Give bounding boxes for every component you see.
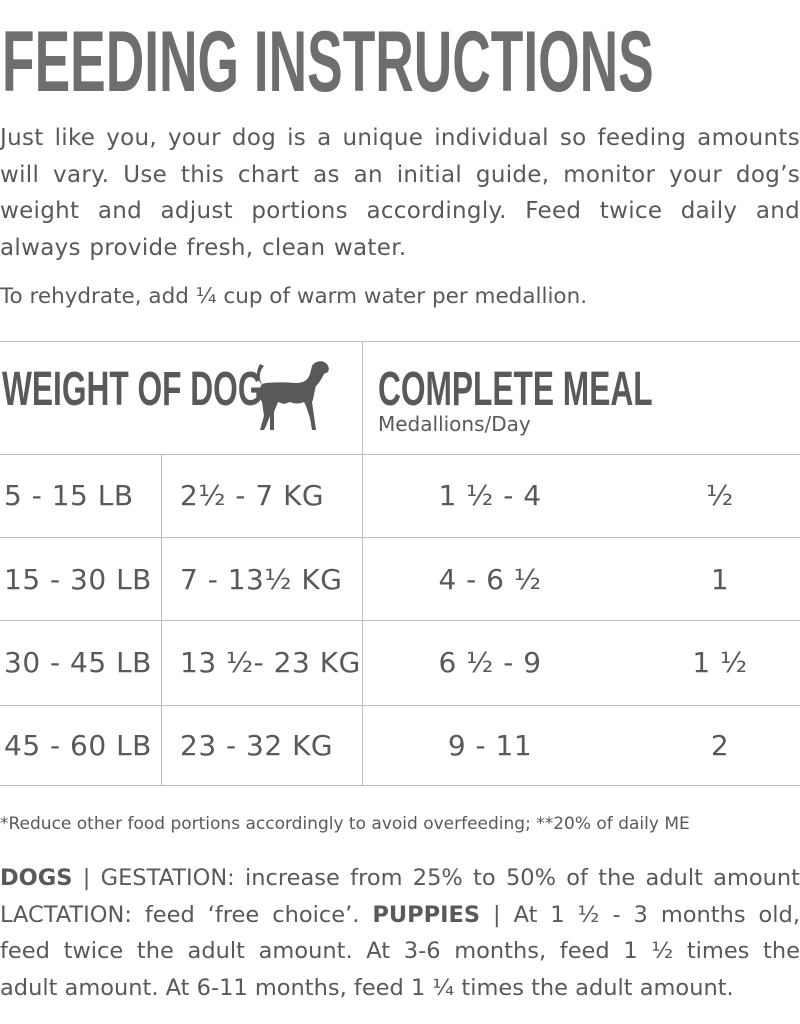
dogs-label: DOGS <box>0 865 73 891</box>
weight-kg-cell: 7 - 13½ KG <box>180 563 343 596</box>
life-stage-line: DOGS | GESTATION: increase from 25% to 5… <box>0 860 800 897</box>
weight-kg-cell: 23 - 32 KG <box>180 729 334 762</box>
table-bottom-rule <box>0 785 800 786</box>
column-divider <box>362 341 363 785</box>
weight-header: WEIGHT OF DOG <box>2 363 263 416</box>
header-bottom-rule <box>0 454 800 455</box>
meal-header: COMPLETE MEAL <box>378 363 653 416</box>
table-row: 5 - 15 LB 2½ - 7 KG 1 ½ - 4 ½ <box>0 476 800 560</box>
weight-lb-cell: 5 - 15 LB <box>4 479 134 512</box>
row-rule <box>0 705 800 706</box>
separator: | <box>72 865 101 891</box>
weight-lb-cell: 45 - 60 LB <box>4 729 152 762</box>
other-cell: 1 ½ <box>692 646 748 679</box>
life-stage-line: adult amount. At 6-11 months, feed 1 ¼ t… <box>0 974 734 1001</box>
separator: | <box>480 901 514 928</box>
table-row: 45 - 60 LB 23 - 32 KG 9 - 11 2 <box>0 726 800 810</box>
weight-lb-cell: 30 - 45 LB <box>4 646 152 679</box>
lactation-text: LACTATION: feed ‘free choice’. <box>0 901 373 928</box>
footnote: *Reduce other food portions accordingly … <box>0 814 690 834</box>
table-row: 15 - 30 LB 7 - 13½ KG 4 - 6 ½ 1 <box>0 560 800 644</box>
other-cell: 1 <box>710 563 730 596</box>
intro-paragraph: Just like you, your dog is a unique indi… <box>0 125 800 261</box>
row-rule <box>0 620 800 621</box>
meal-cell: 9 - 11 <box>447 729 533 762</box>
other-cell: ½ <box>706 479 734 512</box>
life-stage-line: feed twice the adult amount. At 3-6 mont… <box>0 938 800 964</box>
weight-kg-cell: 2½ - 7 KG <box>180 479 325 512</box>
puppies-label: PUPPIES <box>372 901 481 928</box>
meal-cell: 6 ½ - 9 <box>438 646 542 679</box>
weight-kg-cell: 13 ½- 23 KG <box>180 646 361 679</box>
meal-cell: 1 ½ - 4 <box>438 479 542 512</box>
life-stage-line: LACTATION: feed ‘free choice’. PUPPIES |… <box>0 897 800 934</box>
other-cell: 2 <box>710 729 730 762</box>
page-title: FEEDING INSTRUCTIONS <box>2 14 654 110</box>
rehydrate-note: To rehydrate, add ¼ cup of warm water pe… <box>0 284 588 309</box>
dog-silhouette-icon <box>257 361 329 430</box>
life-stage-paragraph: DOGS | GESTATION: increase from 25% to 5… <box>0 860 800 1006</box>
weight-lb-cell: 15 - 30 LB <box>4 563 152 596</box>
column-divider <box>161 454 162 785</box>
row-rule <box>0 537 800 538</box>
table-top-rule <box>0 341 800 342</box>
puppies-text: At 1 ½ - 3 months old, <box>513 901 800 928</box>
table-row: 30 - 45 LB 13 ½- 23 KG 6 ½ - 9 1 ½ <box>0 643 800 727</box>
meal-cell: 4 - 6 ½ <box>438 563 542 596</box>
gestation-text: GESTATION: increase from 25% to 50% of t… <box>100 865 800 891</box>
meal-subheader: Medallions/Day <box>378 412 531 436</box>
